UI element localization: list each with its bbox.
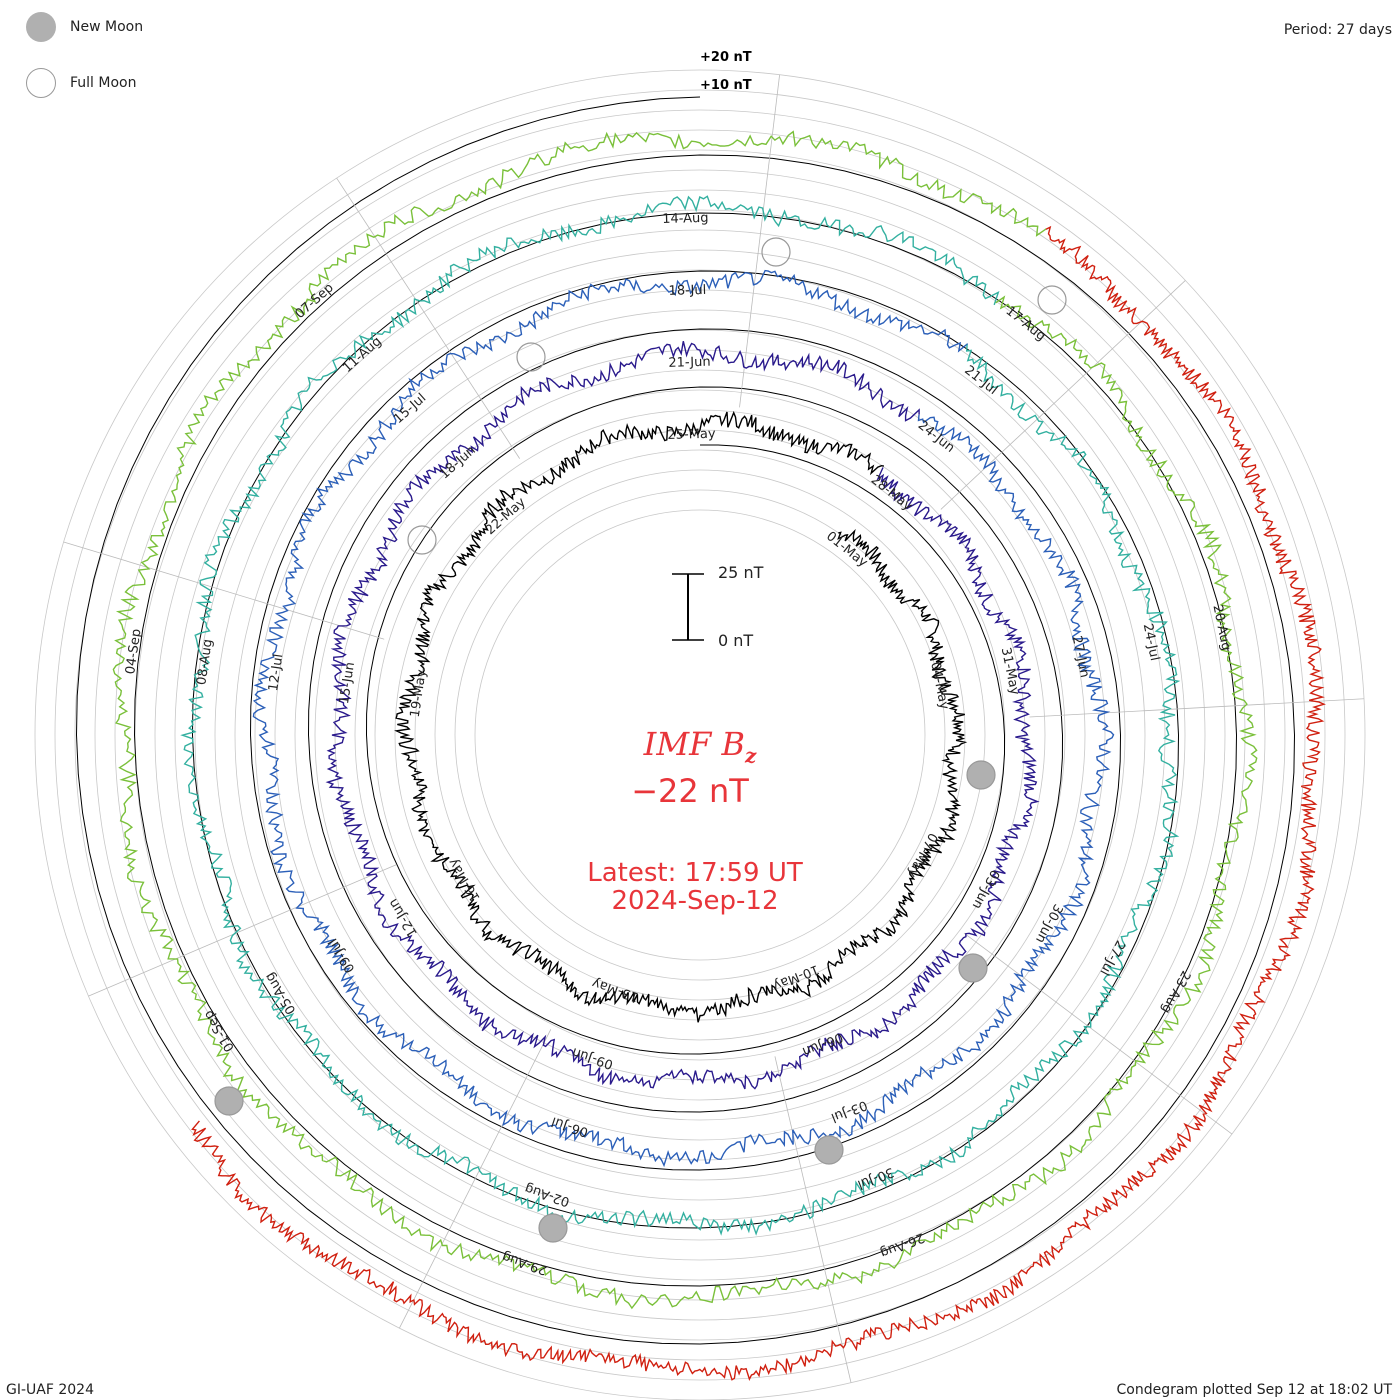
date-label: 10-May — [770, 961, 821, 993]
series-line — [112, 130, 1258, 1310]
series-line — [394, 410, 968, 1023]
moon-markers — [214, 237, 1067, 1243]
full-moon-marker — [761, 237, 791, 267]
grid-ring — [54, 89, 1346, 1381]
full-moon-marker — [407, 525, 437, 555]
radial-spoke — [774, 1056, 852, 1383]
series-line — [325, 341, 1040, 1090]
radial-spoke — [88, 864, 397, 997]
date-label: 04-Sep — [123, 628, 145, 675]
grid-ring — [214, 249, 1186, 1221]
full-moon-marker — [1037, 285, 1067, 315]
date-label: 15-Jun — [337, 661, 358, 705]
grid-ring — [414, 449, 986, 1021]
legend-label: New Moon — [70, 19, 144, 35]
legend-label: Full Moon — [70, 75, 137, 91]
grid-ring — [454, 489, 946, 981]
grid-ring — [434, 469, 966, 1001]
series-line — [191, 225, 1326, 1381]
parameter-subscript: z — [744, 743, 757, 768]
date-label: 07-Sep — [292, 280, 336, 322]
grid-ring — [154, 189, 1246, 1281]
radial-spoke — [399, 1029, 552, 1329]
date-label: 19-May — [408, 668, 430, 718]
new-moon-marker — [538, 1213, 568, 1243]
grid-ring — [74, 109, 1326, 1361]
date-label: 08-Aug — [194, 638, 216, 686]
date-label: 03-Jun — [969, 867, 1002, 911]
date-label: 20-Aug — [1209, 604, 1233, 652]
full-moon-marker — [516, 342, 546, 372]
new-moon-marker — [814, 1135, 844, 1165]
parameter-name: IMF B — [643, 725, 745, 763]
series-line — [180, 195, 1181, 1236]
grid-ring — [234, 269, 1166, 1201]
new-moon-marker — [214, 1086, 244, 1116]
latest-date: 2024-Sep-12 — [611, 886, 779, 916]
new-moon-icon — [26, 12, 56, 42]
radial-spoke — [963, 932, 1233, 1135]
legend-full-moon: Full Moon — [26, 68, 136, 98]
date-label: 06-Jun — [800, 1029, 845, 1059]
legend-new-moon: New Moon — [26, 12, 143, 42]
date-label: 07-May — [904, 830, 940, 880]
date-label: 29-Aug — [500, 1248, 549, 1277]
grid-ring — [94, 129, 1306, 1341]
date-label: 27-Jul — [1096, 937, 1127, 977]
date-label: 14-Aug — [662, 211, 709, 227]
chart-grid — [34, 69, 1366, 1400]
current-value: −22 nT — [631, 772, 749, 810]
chart-spokes — [63, 74, 1365, 1383]
radial-spoke — [63, 541, 385, 640]
credit-label: GI-UAF 2024 — [6, 1382, 94, 1398]
date-label: 24-Jul — [1140, 622, 1162, 662]
date-label: 21-Jun — [668, 355, 711, 371]
plotted-label: Condegram plotted Sep 12 at 18:02 UT — [1116, 1382, 1392, 1398]
chart-traces — [112, 130, 1326, 1381]
ring-ref-label: +20 nT — [700, 50, 752, 65]
grid-ring — [274, 309, 1126, 1161]
scale-top-label: 25 nT — [718, 563, 764, 582]
new-moon-marker — [958, 953, 988, 983]
date-label: 03-Jul — [829, 1097, 870, 1125]
period-label: Period: 27 days — [1283, 22, 1392, 38]
reference-spiral — [75, 96, 1296, 1345]
date-label: 30-Jun — [1032, 901, 1065, 945]
radial-spoke — [336, 177, 521, 459]
new-moon-marker — [966, 760, 996, 790]
date-label: 25-May — [667, 427, 716, 443]
grid-ring — [194, 229, 1206, 1241]
radial-spoke — [1029, 698, 1365, 718]
scale-bottom-label: 0 nT — [718, 631, 754, 650]
ring-ref-label: +10 nT — [700, 78, 752, 93]
grid-ring — [294, 329, 1106, 1141]
series-line — [252, 269, 1115, 1168]
grid-ring — [34, 69, 1366, 1400]
date-label: 02-Aug — [523, 1180, 572, 1209]
date-label: 04-May — [927, 661, 951, 711]
radial-spoke — [940, 280, 1186, 510]
grid-ring — [174, 209, 1226, 1261]
date-label: 09-Jul — [326, 935, 359, 975]
full-moon-icon — [26, 68, 56, 98]
grid-ring — [474, 509, 926, 961]
date-label: 18-Jun — [437, 443, 479, 482]
radial-spoke — [739, 74, 781, 408]
grid-ring — [354, 389, 1046, 1081]
date-label: 23-Aug — [1158, 968, 1193, 1016]
scale-bar — [672, 573, 704, 641]
parameter-title: IMF Bz — [550, 725, 850, 767]
grid-ring — [114, 149, 1286, 1321]
date-label: 12-Jul — [266, 653, 286, 692]
date-label: 22-May — [483, 495, 529, 538]
date-label: 09-Jun — [570, 1044, 615, 1072]
date-label: 18-Jul — [668, 283, 706, 299]
latest-time: Latest: 17:59 UT — [587, 858, 803, 888]
date-label: 24-Jun — [915, 418, 957, 456]
date-label: 05-Aug — [262, 969, 299, 1016]
date-label: 28-May — [868, 473, 915, 515]
